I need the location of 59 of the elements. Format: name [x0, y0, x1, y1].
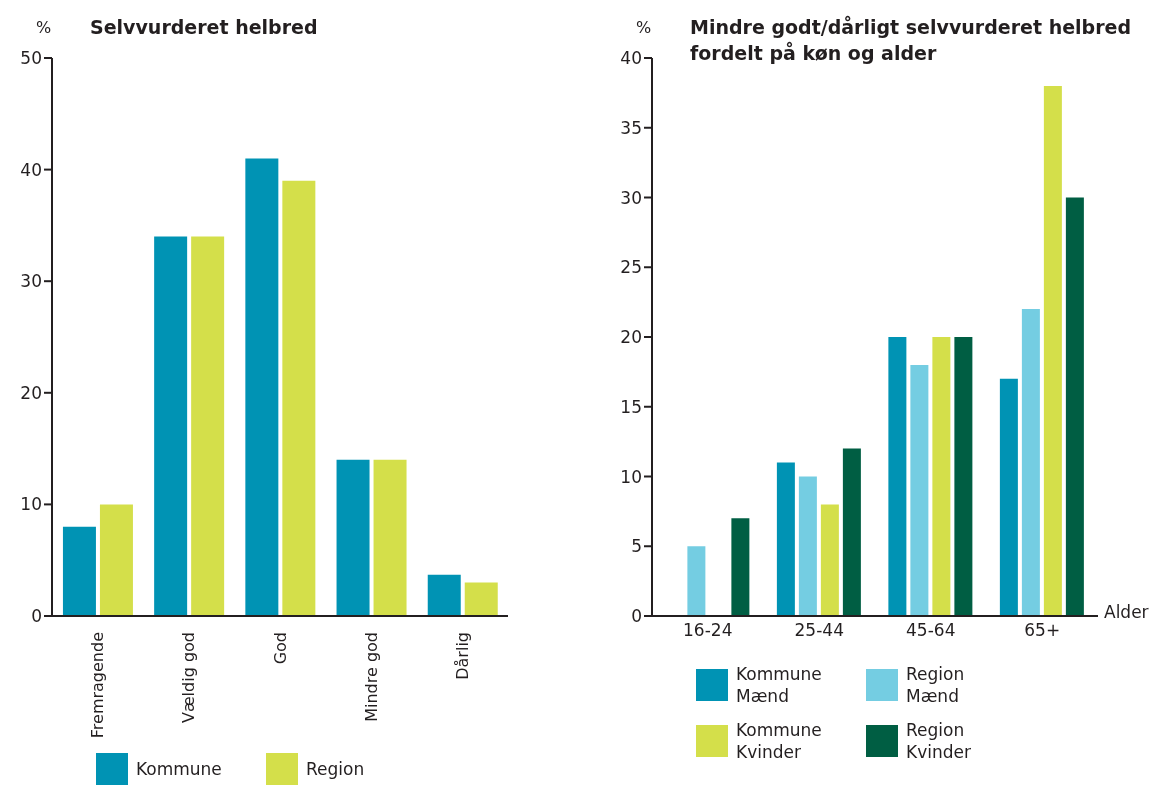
bar [999, 378, 1018, 616]
y-tick-label: 20 [620, 327, 642, 348]
chart-title: Selvvurderet helbred [90, 15, 319, 40]
bar [1043, 85, 1062, 616]
y-tick-label: 35 [620, 117, 642, 138]
y-tick-label: 40 [620, 48, 642, 69]
y-axis-title: % [36, 18, 52, 37]
y-tick-label: 5 [631, 536, 642, 557]
y-tick-label: 0 [631, 606, 642, 627]
y-tick-label: 40 [20, 159, 42, 180]
x-tick-label: Mindre god [361, 632, 381, 722]
x-tick-label: 45-64 [906, 620, 956, 641]
x-axis-title: Alder [1104, 602, 1149, 622]
bar [154, 236, 188, 616]
bar [731, 518, 750, 616]
bar [427, 574, 461, 616]
bar [842, 448, 861, 616]
x-tick-label: God [270, 632, 290, 665]
bar [954, 337, 973, 616]
legend-label: Region [306, 758, 366, 780]
y-tick-label: 30 [20, 271, 42, 292]
y-tick-label: 0 [31, 606, 42, 627]
bar [910, 364, 929, 616]
legend-label: Region Mænd [906, 663, 966, 707]
bar [464, 582, 498, 616]
x-tick-label: Dårlig [452, 632, 472, 680]
x-tick-label: 25-44 [794, 620, 844, 641]
bar [932, 337, 951, 616]
x-tick-label: 65+ [1024, 620, 1061, 641]
bar [191, 236, 225, 616]
legend-label: Region Kvinder [906, 719, 972, 763]
legend-label: Kommune Kvinder [736, 719, 823, 763]
bar [282, 180, 316, 616]
bar [1065, 197, 1084, 616]
chart-title: Mindre godt/dårligt selvvurderet helbred fordelt på køn og alder [690, 15, 1132, 66]
legend-label: Kommune [136, 758, 223, 780]
y-tick-label: 25 [620, 257, 642, 278]
y-axis-title: % [636, 18, 652, 37]
bar [373, 459, 407, 616]
bar [99, 504, 133, 616]
legend-label: Kommune Mænd [736, 663, 823, 707]
x-tick-label: 16-24 [683, 620, 733, 641]
y-tick-label: 10 [20, 494, 42, 515]
x-tick-label: Vældig god [179, 632, 199, 724]
y-tick-label: 50 [20, 48, 42, 69]
bar [687, 546, 706, 616]
y-tick-label: 30 [620, 187, 642, 208]
bar [245, 158, 279, 616]
bar [62, 526, 96, 616]
bar [336, 459, 370, 616]
bar [1021, 309, 1040, 616]
y-tick-label: 10 [620, 466, 642, 487]
y-tick-label: 15 [620, 396, 642, 417]
bar [798, 476, 817, 616]
bar [776, 462, 795, 616]
y-tick-label: 20 [20, 382, 42, 403]
bar [888, 337, 907, 616]
bar [820, 504, 839, 616]
x-tick-label: Fremragende [88, 632, 108, 739]
